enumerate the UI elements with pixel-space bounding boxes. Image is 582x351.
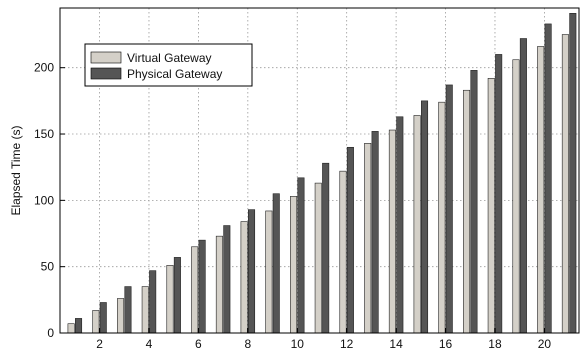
bar-virtual-gateway-21 xyxy=(561,34,569,334)
x-tick-label-18: 18 xyxy=(488,337,502,351)
bar-virtual-gateway-17 xyxy=(463,89,471,334)
legend-swatch-physical-gateway xyxy=(90,67,122,80)
bar-virtual-gateway-20 xyxy=(537,46,545,334)
bar-virtual-gateway-14 xyxy=(388,129,396,334)
bar-physical-gateway-1 xyxy=(75,318,83,334)
legend: Virtual Gateway Physical Gateway xyxy=(84,43,253,87)
bar-virtual-gateway-15 xyxy=(413,115,421,334)
x-tick-label-14: 14 xyxy=(389,337,403,351)
bar-physical-gateway-21 xyxy=(569,13,577,334)
bar-virtual-gateway-10 xyxy=(290,196,298,334)
bar-virtual-gateway-1 xyxy=(67,323,75,334)
bar-physical-gateway-19 xyxy=(519,38,527,334)
x-tick-label-6: 6 xyxy=(195,337,202,351)
bar-physical-gateway-15 xyxy=(421,100,429,334)
bar-virtual-gateway-6 xyxy=(191,246,199,334)
y-tick-label-100: 100 xyxy=(34,193,54,207)
legend-label-physical-gateway: Physical Gateway xyxy=(127,67,222,81)
bar-virtual-gateway-7 xyxy=(215,235,223,334)
bar-virtual-gateway-9 xyxy=(265,210,273,334)
y-tick-label-0: 0 xyxy=(47,326,54,340)
legend-label-virtual-gateway: Virtual Gateway xyxy=(127,51,212,65)
bar-physical-gateway-8 xyxy=(248,209,256,334)
bar-physical-gateway-10 xyxy=(297,177,305,334)
bar-physical-gateway-12 xyxy=(346,146,354,334)
bar-virtual-gateway-4 xyxy=(141,286,149,334)
bar-physical-gateway-17 xyxy=(470,70,478,334)
y-tick-label-200: 200 xyxy=(34,61,54,75)
bar-physical-gateway-2 xyxy=(99,302,107,334)
y-tick-label-50: 50 xyxy=(41,260,55,274)
bar-virtual-gateway-19 xyxy=(512,59,520,334)
bar-physical-gateway-11 xyxy=(322,162,330,334)
bar-virtual-gateway-5 xyxy=(166,265,174,334)
y-tick-label-150: 150 xyxy=(34,127,54,141)
bar-virtual-gateway-12 xyxy=(339,170,347,334)
bar-physical-gateway-4 xyxy=(149,270,157,334)
x-tick-label-2: 2 xyxy=(96,337,103,351)
y-axis-label: Elapsed Time (s) xyxy=(9,125,23,215)
bar-physical-gateway-20 xyxy=(544,23,552,334)
bar-physical-gateway-3 xyxy=(124,286,132,334)
bar-virtual-gateway-2 xyxy=(92,310,100,334)
bar-physical-gateway-16 xyxy=(445,84,453,334)
bar-physical-gateway-7 xyxy=(223,225,231,334)
bar-virtual-gateway-16 xyxy=(438,101,446,334)
bar-physical-gateway-14 xyxy=(396,116,404,334)
bar-physical-gateway-18 xyxy=(495,54,503,334)
x-tick-label-8: 8 xyxy=(244,337,251,351)
x-tick-label-12: 12 xyxy=(340,337,354,351)
x-tick-label-10: 10 xyxy=(291,337,305,351)
bar-physical-gateway-13 xyxy=(371,131,379,334)
x-tick-label-20: 20 xyxy=(538,337,552,351)
x-tick-label-16: 16 xyxy=(439,337,453,351)
bar-physical-gateway-5 xyxy=(173,257,181,334)
bar-virtual-gateway-8 xyxy=(240,221,248,334)
bar-virtual-gateway-3 xyxy=(117,298,125,334)
bar-virtual-gateway-13 xyxy=(364,143,372,334)
x-tick-label-4: 4 xyxy=(146,337,153,351)
plot-area-frame xyxy=(59,7,580,334)
bar-virtual-gateway-18 xyxy=(487,78,495,334)
bar-physical-gateway-6 xyxy=(198,239,206,334)
legend-swatch-virtual-gateway xyxy=(90,51,122,64)
bar-virtual-gateway-11 xyxy=(314,182,322,334)
bar-physical-gateway-9 xyxy=(272,193,280,334)
